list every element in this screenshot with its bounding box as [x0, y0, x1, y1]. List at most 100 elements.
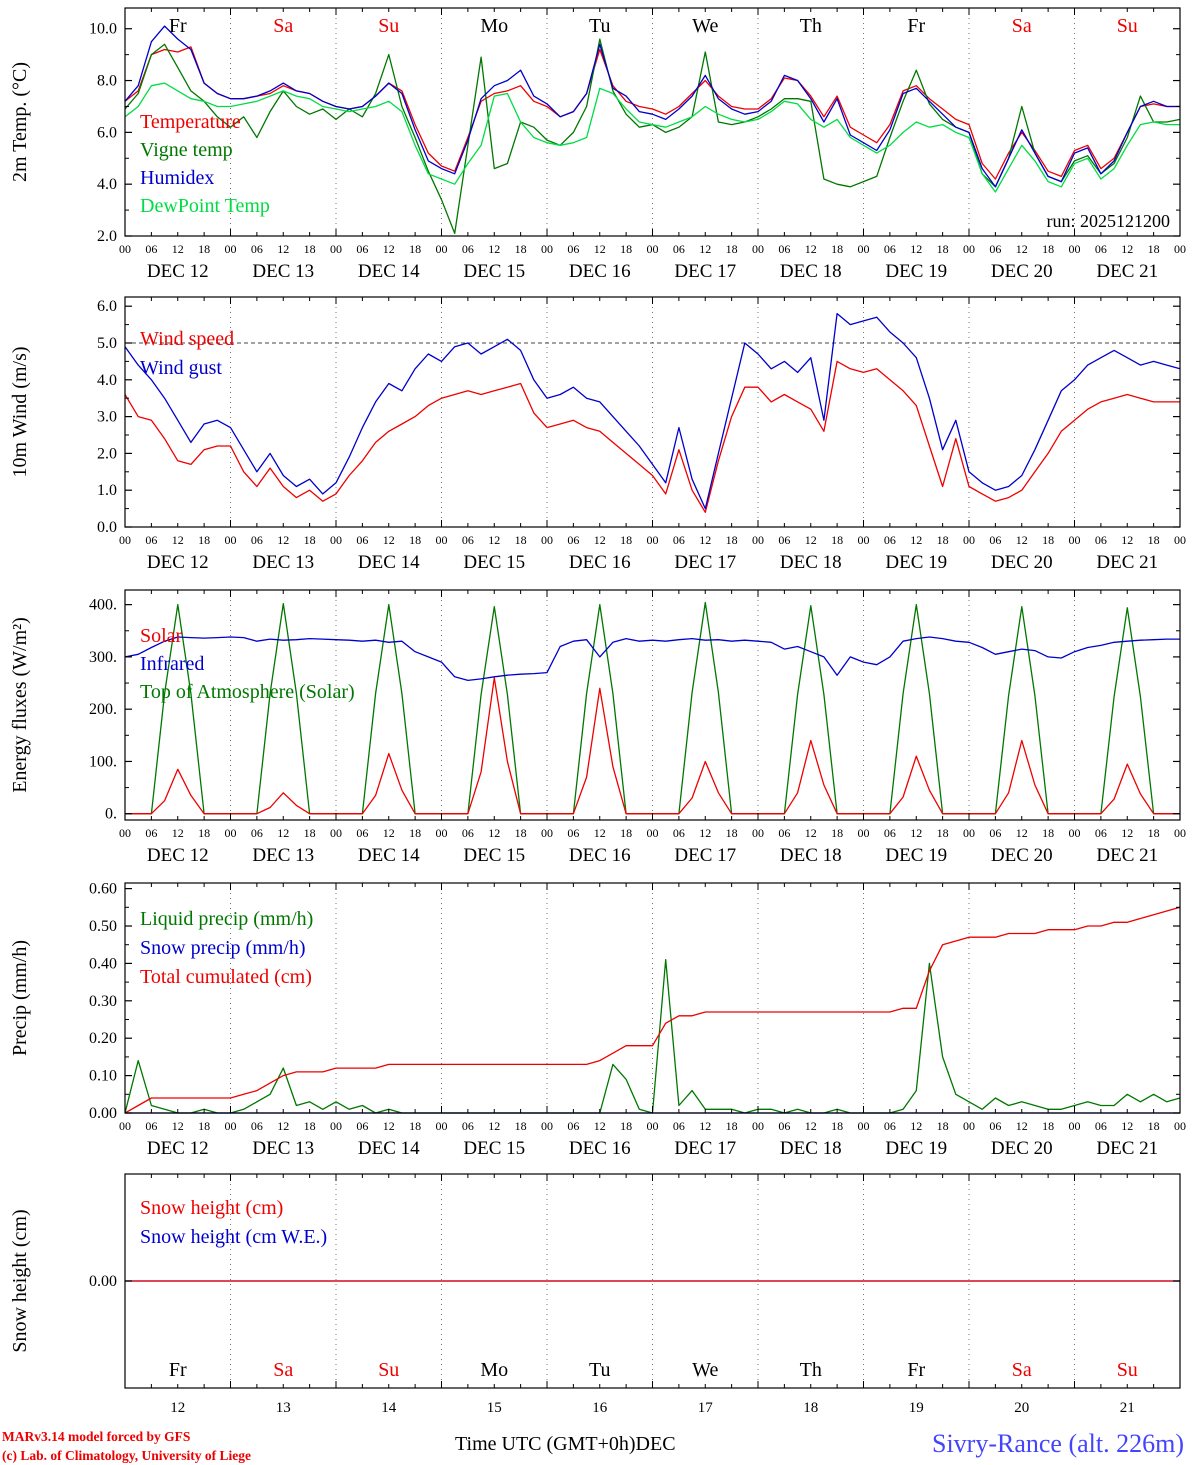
svg-text:DEC 16: DEC 16 — [569, 261, 631, 282]
svg-text:06: 06 — [673, 533, 685, 547]
svg-text:00: 00 — [963, 533, 975, 547]
svg-text:06: 06 — [673, 1119, 685, 1133]
svg-text:DEC 18: DEC 18 — [780, 1138, 842, 1159]
svg-text:06: 06 — [145, 1119, 157, 1133]
svg-text:18: 18 — [620, 242, 632, 256]
svg-text:18: 18 — [1148, 533, 1160, 547]
svg-text:18: 18 — [831, 242, 843, 256]
svg-text:DEC 17: DEC 17 — [674, 261, 736, 282]
svg-text:06: 06 — [884, 242, 896, 256]
svg-text:16: 16 — [592, 1400, 608, 1416]
svg-text:12: 12 — [172, 1119, 184, 1133]
svg-text:14: 14 — [381, 1400, 397, 1416]
svg-text:00: 00 — [1174, 242, 1186, 256]
svg-text:DEC 15: DEC 15 — [463, 845, 525, 866]
svg-text:00: 00 — [330, 1119, 342, 1133]
svg-text:12: 12 — [1121, 1119, 1133, 1133]
svg-text:Tu: Tu — [589, 15, 611, 37]
svg-text:DEC 12: DEC 12 — [147, 552, 209, 573]
svg-text:12: 12 — [1016, 1119, 1028, 1133]
svg-text:00: 00 — [963, 242, 975, 256]
svg-text:18: 18 — [1148, 1119, 1160, 1133]
svg-text:Precip (mm/h): Precip (mm/h) — [9, 940, 31, 1056]
svg-text:DEC 20: DEC 20 — [991, 552, 1053, 573]
svg-text:18: 18 — [515, 533, 527, 547]
svg-text:06: 06 — [145, 826, 157, 840]
svg-text:06: 06 — [145, 533, 157, 547]
svg-text:00: 00 — [858, 826, 870, 840]
svg-text:0.50: 0.50 — [89, 918, 117, 935]
svg-text:12: 12 — [805, 533, 817, 547]
svg-text:We: We — [692, 15, 718, 37]
svg-text:Wind gust: Wind gust — [140, 357, 222, 379]
svg-text:18: 18 — [515, 1119, 527, 1133]
svg-text:DewPoint Temp: DewPoint Temp — [140, 195, 270, 217]
credit-line-2: (c) Lab. of Climatology, University of L… — [2, 1448, 251, 1463]
svg-text:Mo: Mo — [480, 15, 508, 37]
svg-text:06: 06 — [251, 1119, 263, 1133]
svg-text:18: 18 — [409, 533, 421, 547]
svg-text:06: 06 — [356, 826, 368, 840]
svg-text:DEC 18: DEC 18 — [780, 552, 842, 573]
panel-wind-chart: 0.0 1.0 2.0 3.0 4.0 5.0 6.0 00 06 12 18 00 06 12 18 00 0… — [0, 287, 1194, 580]
svg-text:18: 18 — [515, 826, 527, 840]
svg-text:06: 06 — [884, 1119, 896, 1133]
svg-text:06: 06 — [884, 533, 896, 547]
svg-text:DEC 14: DEC 14 — [358, 845, 420, 866]
svg-text:0.40: 0.40 — [89, 955, 117, 972]
svg-text:00: 00 — [1069, 1119, 1081, 1133]
svg-text:13: 13 — [276, 1400, 291, 1416]
svg-text:00: 00 — [225, 242, 237, 256]
svg-text:DEC 15: DEC 15 — [463, 552, 525, 573]
svg-text:2.0: 2.0 — [97, 445, 117, 462]
svg-text:DEC 20: DEC 20 — [991, 261, 1053, 282]
svg-text:Su: Su — [1117, 1359, 1138, 1381]
svg-text:06: 06 — [356, 242, 368, 256]
svg-text:18: 18 — [304, 1119, 316, 1133]
panel-temperature-chart: 2.0 4.0 6.0 8.0 10.0 00 06 12 18 00 06 12 18 00 06 12 18… — [0, 0, 1194, 287]
svg-text:06: 06 — [1095, 242, 1107, 256]
svg-text:DEC 14: DEC 14 — [358, 552, 420, 573]
svg-text:00: 00 — [119, 1119, 131, 1133]
svg-text:06: 06 — [567, 533, 579, 547]
svg-text:06: 06 — [1095, 533, 1107, 547]
svg-text:12: 12 — [805, 242, 817, 256]
svg-text:2.0: 2.0 — [97, 228, 117, 245]
svg-text:12: 12 — [699, 826, 711, 840]
svg-text:1.0: 1.0 — [97, 482, 117, 499]
svg-text:18: 18 — [409, 826, 421, 840]
svg-text:DEC 17: DEC 17 — [674, 552, 736, 573]
svg-text:12: 12 — [1121, 533, 1133, 547]
svg-text:06: 06 — [1095, 1119, 1107, 1133]
svg-text:0.20: 0.20 — [89, 1030, 117, 1047]
svg-text:Mo: Mo — [480, 1359, 508, 1381]
svg-text:00: 00 — [436, 826, 448, 840]
svg-text:DEC 19: DEC 19 — [885, 552, 947, 573]
svg-text:00: 00 — [1174, 533, 1186, 547]
svg-text:Su: Su — [1117, 15, 1138, 37]
svg-text:00: 00 — [541, 1119, 553, 1133]
svg-text:00: 00 — [1174, 826, 1186, 840]
svg-text:18: 18 — [1042, 533, 1054, 547]
svg-text:12: 12 — [172, 826, 184, 840]
x-axis-title-text: Time UTC (GMT+0h) — [455, 1433, 636, 1455]
svg-text:00: 00 — [647, 826, 659, 840]
svg-text:12: 12 — [383, 1119, 395, 1133]
svg-text:0.00: 0.00 — [89, 1105, 117, 1122]
svg-text:18: 18 — [803, 1400, 818, 1416]
svg-text:12: 12 — [699, 533, 711, 547]
svg-text:12: 12 — [594, 533, 606, 547]
svg-text:12: 12 — [383, 242, 395, 256]
svg-text:run: 2025121200: run: 2025121200 — [1047, 211, 1171, 231]
svg-text:18: 18 — [515, 242, 527, 256]
svg-text:18: 18 — [726, 242, 738, 256]
svg-text:DEC 12: DEC 12 — [147, 845, 209, 866]
svg-text:12: 12 — [594, 1119, 606, 1133]
svg-text:Snow height (cm): Snow height (cm) — [140, 1197, 283, 1219]
svg-text:12: 12 — [277, 826, 289, 840]
svg-text:06: 06 — [989, 533, 1001, 547]
svg-text:Fr: Fr — [907, 15, 925, 37]
credit-line-1: MARv3.14 model forced by GFS — [2, 1429, 191, 1444]
svg-text:Th: Th — [800, 15, 822, 37]
